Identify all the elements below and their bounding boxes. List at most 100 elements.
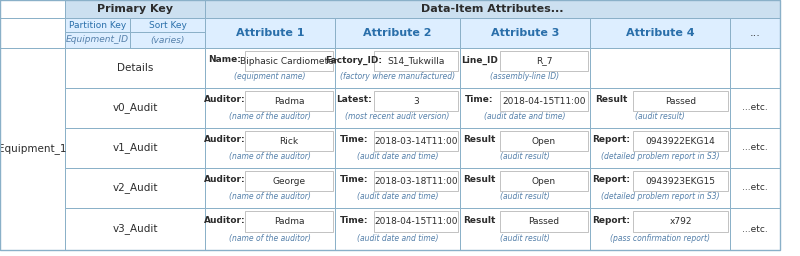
Text: 0943923EKG15: 0943923EKG15 <box>646 177 715 186</box>
Text: 2018-04-15T11:00: 2018-04-15T11:00 <box>374 217 458 226</box>
Text: ...: ... <box>750 28 761 38</box>
Bar <box>590 168 730 208</box>
Bar <box>460 48 590 88</box>
Bar <box>633 131 728 151</box>
Text: S14_Tukwilla: S14_Tukwilla <box>387 57 445 66</box>
Text: (factory where manufactured): (factory where manufactured) <box>340 72 455 81</box>
Bar <box>590 128 730 168</box>
Text: v1_Audit: v1_Audit <box>112 143 158 153</box>
Text: Biphasic Cardiometer: Biphasic Cardiometer <box>240 57 338 66</box>
Text: 2018-04-15T11:00: 2018-04-15T11:00 <box>502 97 586 105</box>
Text: (name of the auditor): (name of the auditor) <box>229 192 311 201</box>
Bar <box>460 18 590 48</box>
Text: Equipment_ID: Equipment_ID <box>66 36 129 45</box>
Bar <box>500 91 588 111</box>
Text: (audit date and time): (audit date and time) <box>484 112 566 121</box>
Bar <box>374 91 458 111</box>
Bar <box>205 48 335 88</box>
Text: Auditor:: Auditor: <box>204 176 246 185</box>
Text: Report:: Report: <box>592 216 630 225</box>
Bar <box>65 0 205 18</box>
Text: (equipment name): (equipment name) <box>234 72 306 81</box>
Text: Padma: Padma <box>274 217 304 226</box>
Bar <box>0 18 65 48</box>
Text: 2018-03-18T11:00: 2018-03-18T11:00 <box>374 177 458 186</box>
Text: ...etc.: ...etc. <box>742 225 768 233</box>
Text: Time:: Time: <box>466 95 494 104</box>
Bar <box>590 88 730 128</box>
Bar <box>65 128 205 168</box>
Text: (detailed problem report in S3): (detailed problem report in S3) <box>601 152 719 161</box>
Text: Report:: Report: <box>592 176 630 185</box>
Bar <box>374 51 458 71</box>
Text: v0_Audit: v0_Audit <box>112 103 158 113</box>
Text: Data-Item Attributes...: Data-Item Attributes... <box>422 4 564 14</box>
Bar <box>500 131 588 151</box>
Text: Equipment_1: Equipment_1 <box>0 144 66 154</box>
Bar <box>65 168 205 208</box>
Text: 3: 3 <box>413 97 418 105</box>
Text: ...etc.: ...etc. <box>742 144 768 153</box>
Bar <box>130 18 205 32</box>
Text: (detailed problem report in S3): (detailed problem report in S3) <box>601 192 719 201</box>
Text: R_7: R_7 <box>536 57 552 66</box>
Text: George: George <box>273 177 306 186</box>
Bar <box>730 208 780 250</box>
Text: (varies): (varies) <box>150 36 185 45</box>
Text: x792: x792 <box>670 217 692 226</box>
Text: (audit result): (audit result) <box>500 152 550 161</box>
Bar <box>335 208 460 250</box>
Bar <box>245 211 333 232</box>
Bar <box>245 51 333 71</box>
Bar <box>730 18 780 48</box>
Text: v3_Audit: v3_Audit <box>112 223 158 234</box>
Bar <box>205 18 335 48</box>
Text: Auditor:: Auditor: <box>204 135 246 144</box>
Text: 0943922EKG14: 0943922EKG14 <box>646 137 715 146</box>
Text: Partition Key: Partition Key <box>69 20 126 29</box>
Text: (audit date and time): (audit date and time) <box>357 234 438 243</box>
Text: Time:: Time: <box>339 216 368 225</box>
Bar <box>65 18 130 32</box>
Text: Sort Key: Sort Key <box>149 20 186 29</box>
Bar <box>130 32 205 48</box>
Bar <box>590 208 730 250</box>
Bar <box>590 48 730 88</box>
Text: Result: Result <box>595 95 627 104</box>
Text: (most recent audit version): (most recent audit version) <box>346 112 450 121</box>
Text: Name:: Name: <box>208 56 241 65</box>
Text: Auditor:: Auditor: <box>204 216 246 225</box>
Text: (audit date and time): (audit date and time) <box>357 192 438 201</box>
Text: Passed: Passed <box>529 217 559 226</box>
Bar <box>205 168 335 208</box>
Text: Attribute 1: Attribute 1 <box>236 28 304 38</box>
Bar <box>205 208 335 250</box>
Bar <box>730 88 780 128</box>
Bar <box>460 208 590 250</box>
Text: (name of the auditor): (name of the auditor) <box>229 112 311 121</box>
Bar <box>335 128 460 168</box>
Text: Attribute 4: Attribute 4 <box>626 28 694 38</box>
Bar <box>205 128 335 168</box>
Text: Result: Result <box>463 135 496 144</box>
Text: Rick: Rick <box>279 137 298 146</box>
Text: Time:: Time: <box>339 176 368 185</box>
Text: Passed: Passed <box>665 97 696 105</box>
Bar <box>374 171 458 191</box>
Text: Result: Result <box>463 176 496 185</box>
Bar <box>633 211 728 232</box>
Text: Attribute 2: Attribute 2 <box>363 28 432 38</box>
Bar <box>245 91 333 111</box>
Text: ...etc.: ...etc. <box>742 184 768 193</box>
Bar <box>590 18 730 48</box>
Text: (name of the auditor): (name of the auditor) <box>229 152 311 161</box>
Bar <box>205 88 335 128</box>
Text: 2018-03-14T11:00: 2018-03-14T11:00 <box>374 137 458 146</box>
Bar <box>500 51 588 71</box>
Text: Attribute 3: Attribute 3 <box>491 28 559 38</box>
Bar <box>460 88 590 128</box>
Bar <box>65 48 205 88</box>
Bar <box>374 131 458 151</box>
Bar <box>335 48 460 88</box>
Text: Line_ID: Line_ID <box>461 56 498 65</box>
